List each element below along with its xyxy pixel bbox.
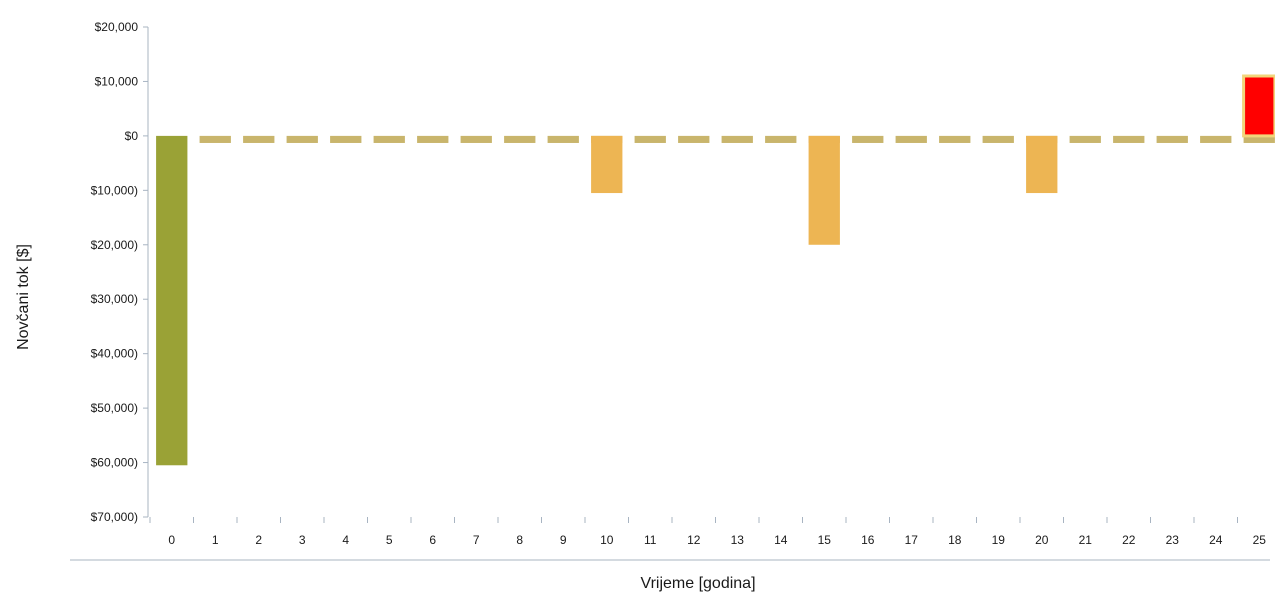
y-axis-title: Novčani tok [$] <box>15 244 32 350</box>
x-tick-label: 15 <box>818 533 832 547</box>
bar <box>678 135 710 143</box>
bar <box>1200 135 1232 143</box>
bar <box>1242 74 1275 138</box>
bar <box>765 135 797 143</box>
bar <box>634 135 666 143</box>
x-tick-label: 20 <box>1035 533 1049 547</box>
x-tick-label: 9 <box>560 533 567 547</box>
bar <box>1069 135 1101 143</box>
bar <box>939 135 971 143</box>
y-tick-label: $30,000) <box>91 292 138 306</box>
y-tick-label: $0 <box>125 129 139 143</box>
bar <box>982 135 1014 143</box>
bars <box>156 74 1275 466</box>
bar <box>591 135 623 194</box>
bar <box>286 135 318 143</box>
x-tick-label: 3 <box>299 533 306 547</box>
bar <box>852 135 884 143</box>
x-axis-title: Vrijeme [godina] <box>640 575 755 592</box>
x-tick-label: 5 <box>386 533 393 547</box>
bar <box>330 135 362 143</box>
x-tick-label: 10 <box>600 533 614 547</box>
y-tick-label: $50,000) <box>91 401 138 415</box>
x-tick-label: 8 <box>516 533 523 547</box>
y-tick-label: $20,000) <box>91 238 138 252</box>
y-tick-label: $60,000) <box>91 456 138 470</box>
x-tick-label: 23 <box>1166 533 1180 547</box>
x-tick-label: 0 <box>168 533 175 547</box>
x-tick-label: 21 <box>1079 533 1093 547</box>
x-tick-label: 13 <box>731 533 745 547</box>
y-tick-label: $40,000) <box>91 347 138 361</box>
x-tick-label: 24 <box>1209 533 1223 547</box>
bar <box>808 135 840 245</box>
bar <box>1156 135 1188 143</box>
x-tick-label: 25 <box>1253 533 1267 547</box>
x-tick-label: 18 <box>948 533 962 547</box>
bar <box>547 135 579 143</box>
x-tick-label: 1 <box>212 533 219 547</box>
x-tick-label: 2 <box>255 533 262 547</box>
bar <box>156 135 188 466</box>
bar <box>460 135 492 143</box>
x-tick-label: 11 <box>644 533 657 547</box>
bar <box>895 135 927 143</box>
y-tick-label: $70,000) <box>91 510 138 524</box>
x-axis: 0 1 2 3 4 5 6 7 8 9 10 11 12 13 14 15 16 17 18 19 20 21 22 23 24… <box>70 517 1270 561</box>
x-tick-label: 17 <box>905 533 919 547</box>
y-tick-label: $20,000 <box>95 20 139 34</box>
x-tick-label: 22 <box>1122 533 1136 547</box>
x-tick-label: 4 <box>342 533 349 547</box>
bar <box>417 135 449 143</box>
bar <box>504 135 536 143</box>
x-tick-label: 19 <box>992 533 1006 547</box>
x-tick-label: 12 <box>687 533 701 547</box>
bar <box>243 135 275 143</box>
bar <box>1243 135 1275 143</box>
x-tick-label: 14 <box>774 533 788 547</box>
bar <box>199 135 231 143</box>
bar <box>1113 135 1145 143</box>
bar <box>373 135 405 143</box>
x-tick-label: 6 <box>429 533 436 547</box>
y-tick-label: $10,000 <box>95 74 139 88</box>
x-tick-label: 16 <box>861 533 875 547</box>
bar <box>1026 135 1058 194</box>
y-axis: $20,000 $10,000 $0 $10,000) $20,000) $30,000)… <box>91 20 149 524</box>
x-tick-label: 7 <box>473 533 480 547</box>
bar <box>721 135 753 143</box>
y-tick-label: $10,000) <box>91 183 138 197</box>
